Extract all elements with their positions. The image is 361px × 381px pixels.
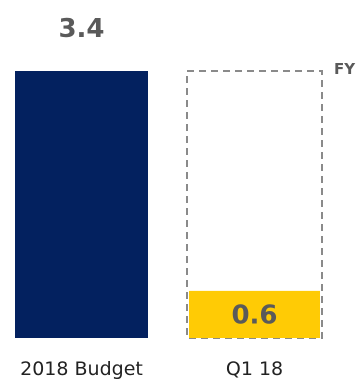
bar-q1-18 (189, 290, 320, 338)
category-label-2018-budget: 2018 Budget (20, 358, 143, 380)
bar-2018-budget (15, 71, 148, 338)
budget-value-label: 3.4 (58, 14, 104, 44)
bars-layer (15, 70, 323, 339)
category-label-q1-18: Q1 18 (226, 358, 283, 380)
q1-value-label: 0.6 (231, 300, 277, 330)
fy-target-label: FY (334, 60, 356, 78)
